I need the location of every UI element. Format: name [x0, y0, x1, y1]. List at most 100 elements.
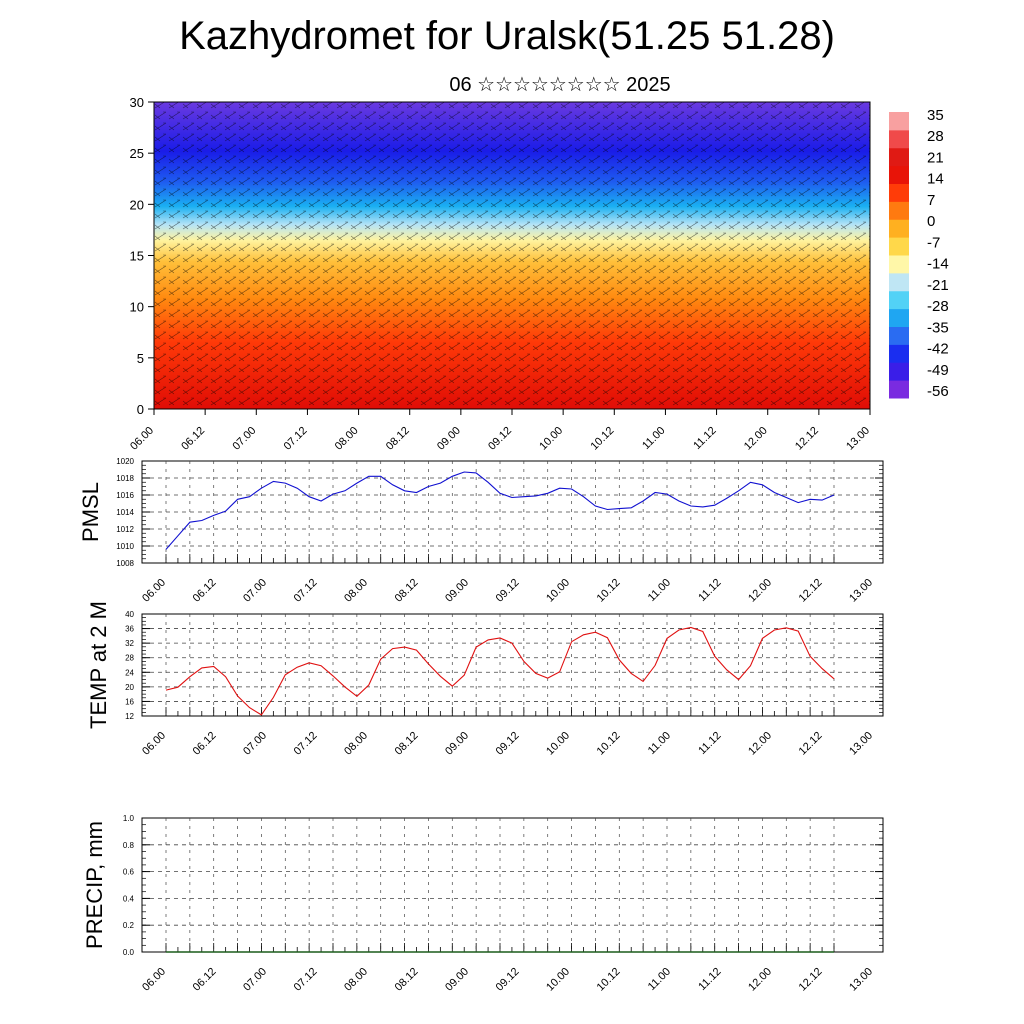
wind-barbs-overlay: [154, 102, 870, 409]
colorbar-swatch: [889, 147, 909, 167]
colorbar-label: -14: [927, 256, 949, 273]
x-tick-label: 12.00: [746, 730, 774, 758]
x-tick-label: 11.12: [696, 577, 723, 604]
heatmap-x-tick-label: 07.12: [282, 425, 310, 453]
colorbar-label: 21: [927, 149, 944, 166]
x-tick-label: 07.12: [292, 577, 320, 605]
y-tick-label: 1010: [116, 542, 134, 551]
colorbar-label: 0: [927, 213, 935, 230]
x-tick-label: 06.12: [191, 966, 219, 994]
x-tick-label: 09.00: [443, 577, 471, 605]
colorbar-swatch: [889, 201, 909, 220]
colorbar-swatch: [889, 290, 909, 310]
heatmap-y-tick-label: 25: [130, 146, 144, 161]
x-tick-label: 13.00: [847, 966, 875, 994]
x-tick-label: 11.12: [696, 966, 723, 993]
x-tick-label: 09.12: [494, 577, 522, 605]
heatmap-x-tick-label: 10.12: [588, 425, 616, 453]
x-tick-label: 10.12: [595, 966, 623, 994]
colorbar-swatch: [889, 362, 909, 381]
colorbar-swatch: [889, 129, 909, 149]
x-tick-label: 07.12: [292, 730, 320, 758]
x-tick-label: 12.12: [797, 966, 825, 994]
colorbar-label: -42: [927, 341, 949, 358]
y-tick-label: 32: [125, 639, 134, 648]
colorbar-label: 35: [927, 107, 944, 124]
colorbar-swatch: [889, 219, 909, 238]
colorbar-label: 14: [927, 171, 944, 188]
y-axis-label: PRECIP, mm: [82, 821, 107, 949]
x-tick-label: 08.00: [342, 966, 370, 994]
x-tick-label: 12.12: [797, 730, 825, 758]
y-tick-label: 1012: [116, 525, 134, 534]
y-tick-label: 1020: [116, 457, 134, 466]
x-tick-label: 11.00: [646, 577, 673, 604]
y-tick-label: 12: [125, 712, 134, 721]
y-tick-label: 0.4: [123, 894, 135, 903]
x-tick-label: 11.00: [646, 730, 673, 757]
y-tick-label: 36: [125, 625, 134, 634]
x-tick-label: 10.12: [595, 577, 623, 605]
heatmap-x-tick-label: 07.00: [230, 425, 258, 453]
colorbar-label: 7: [927, 192, 935, 209]
x-tick-label: 06.00: [140, 577, 168, 605]
colorbar-swatch: [889, 308, 909, 327]
temp-2m-panel: 12 16 20 24 28 32 36 40 06.00 06.12 07.00 07.12 08.0…: [86, 601, 884, 758]
y-tick-label: 1018: [116, 474, 134, 483]
colorbar-swatch: [889, 237, 909, 256]
series-line: [165, 626, 835, 716]
colorbar-swatch: [889, 344, 909, 363]
x-tick-label: 10.00: [544, 577, 572, 605]
x-tick-label: 09.00: [443, 730, 471, 758]
colorbar-swatch: [889, 380, 909, 399]
x-tick-label: 07.12: [292, 966, 320, 994]
x-tick-label: 07.00: [241, 966, 269, 994]
y-tick-label: 28: [125, 654, 134, 663]
x-tick-label: 11.12: [696, 730, 723, 757]
heatmap-x-tick-label: 09.00: [435, 425, 463, 453]
colorbar-label: -7: [927, 234, 940, 251]
x-tick-label: 09.12: [494, 730, 522, 758]
x-tick-label: 12.12: [797, 577, 825, 605]
x-tick-label: 08.12: [393, 577, 421, 605]
x-tick-label: 06.00: [140, 966, 168, 994]
heatmap-x-tick-label: 12.00: [742, 425, 770, 453]
x-tick-label: 09.12: [494, 966, 522, 994]
heatmap-y-tick-label: 0: [137, 402, 144, 417]
heatmap-x-tick-label: 10.00: [537, 425, 565, 453]
colorbar-swatch: [889, 255, 909, 274]
heatmap-x-tick-label: 08.00: [333, 425, 361, 453]
y-axis-label: TEMP at 2 M: [86, 601, 111, 729]
x-tick-label: 10.00: [544, 966, 572, 994]
series-line: [165, 471, 835, 550]
colorbar-label: -35: [927, 319, 949, 336]
x-tick-label: 08.00: [342, 730, 370, 758]
colorbar: 35 28 21 14 7 0 -7 -14 -21 -28 -35 -42 -49 -56: [889, 107, 949, 400]
y-tick-label: 40: [125, 610, 134, 619]
heatmap-x-tick-label: 06.12: [179, 425, 207, 453]
x-tick-label: 12.00: [746, 966, 774, 994]
x-tick-label: 11.00: [646, 966, 673, 993]
y-tick-label: 0.0: [123, 948, 135, 957]
y-tick-label: 24: [125, 668, 134, 677]
colorbar-swatch: [889, 272, 909, 292]
colorbar-swatch: [889, 183, 909, 202]
panel-frame: [141, 613, 884, 717]
x-tick-label: 13.00: [847, 577, 875, 605]
y-axis-label: PMSL: [78, 482, 103, 542]
heatmap-x-tick-label: 11.00: [640, 425, 667, 452]
panel-frame: [141, 817, 884, 953]
colorbar-label: -56: [927, 383, 949, 400]
y-tick-label: 1.0: [123, 814, 135, 823]
heatmap-x-tick-label: 13.00: [844, 425, 872, 453]
colorbar-swatch: [889, 112, 909, 131]
x-tick-label: 07.00: [241, 730, 269, 758]
heatmap-y-tick-label: 30: [130, 95, 144, 110]
y-tick-label: 0.6: [123, 868, 135, 877]
x-tick-label: 06.00: [140, 730, 168, 758]
x-tick-label: 10.00: [544, 730, 572, 758]
heatmap-x-tick-label: 06.00: [128, 425, 156, 453]
heatmap-x-tick-label: 09.12: [486, 425, 514, 453]
x-tick-label: 08.00: [342, 577, 370, 605]
